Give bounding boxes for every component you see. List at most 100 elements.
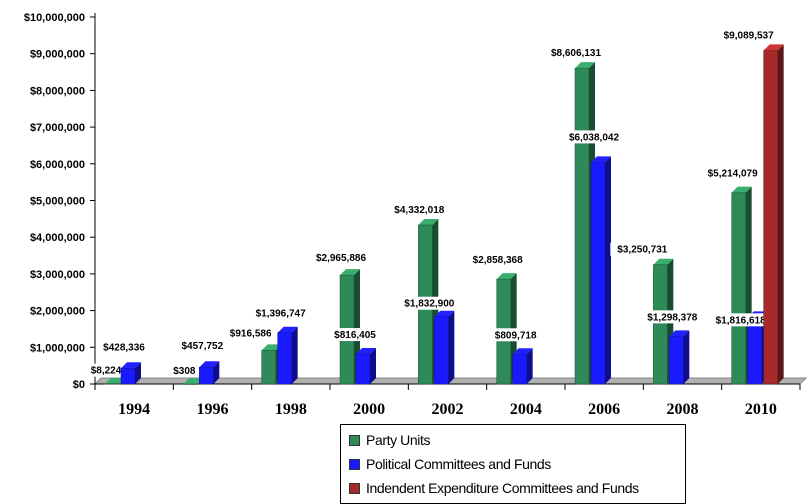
bar-1994-s0: [104, 383, 120, 385]
bar-2004-s1-side: [526, 348, 533, 384]
bar-1996-s1-top: [199, 361, 220, 368]
bar-2008-s0: [653, 264, 668, 385]
x-tick-label: 2010: [745, 401, 777, 418]
data-label-1996-s1: $457,752: [181, 341, 223, 352]
bar-2010-s2-side: [777, 44, 784, 384]
bar-2010-s2: [763, 50, 778, 385]
bar-chart: $0 $1,000,000 $2,000,000 $3,000,000 $4,000,0…: [24, 12, 808, 418]
x-tick-label: 2006: [588, 401, 620, 418]
bar-1996-s0: [183, 383, 198, 385]
x-tick-label: 2004: [510, 401, 542, 418]
bar-1996-s1: [199, 366, 214, 385]
bar-1998-s1-top: [277, 326, 298, 333]
x-tick-label: 2002: [432, 401, 464, 418]
bar-2006-s0: [574, 67, 590, 385]
y-tick-label: $1,000,000: [30, 342, 85, 354]
bar-2004-s1-top: [512, 348, 533, 355]
data-label-1998-s0: $916,586: [230, 328, 272, 339]
data-label-bg: [716, 28, 781, 42]
data-label-bg: [309, 251, 373, 265]
bar-2010-s0-top: [731, 186, 752, 193]
bar-2000-s0-top: [340, 269, 360, 276]
bar-2006-s1: [590, 162, 606, 385]
x-tick-label: 1994: [118, 401, 150, 418]
x-tick-label: 1996: [197, 401, 229, 418]
y-tick-label: $4,000,000: [30, 232, 85, 244]
bar-2008-s0-top: [653, 258, 674, 265]
data-label-2002-s1: $1,832,900: [404, 299, 454, 310]
bar-2010-s0: [731, 192, 746, 385]
data-label-1994-s0: $8,224: [91, 366, 122, 377]
x-tick-label: 1998: [275, 401, 307, 418]
bar-1994-s1-side: [135, 362, 141, 384]
data-label-1994-s1: $428,336: [103, 342, 145, 353]
data-label-bg: [465, 253, 530, 267]
bar-1996-s0-top: [183, 377, 204, 384]
data-label-bg: [397, 296, 462, 310]
data-label-bg: [610, 242, 675, 256]
legend-item-political-committees: Political Committees and Funds: [349, 452, 685, 476]
y-tick-label: $8,000,000: [30, 85, 85, 97]
legend-label-independent-expenditure: Indendent Expenditure Committees and Fun…: [366, 480, 639, 496]
data-label-2006-s1: $6,038,042: [569, 132, 619, 143]
data-label-1998-s1: $1,396,747: [256, 309, 306, 320]
data-label-2010-s1: $1,816,618: [716, 315, 766, 326]
bar-2000-s1: [355, 353, 371, 385]
bar-2006-s1-top: [591, 156, 611, 163]
bar-2002-s1-side: [448, 310, 455, 384]
y-tick-label: $3,000,000: [30, 269, 85, 281]
data-label-2010-s2: $9,089,537: [724, 30, 774, 41]
bar-2002-s1: [434, 316, 449, 385]
bar-2008-s1-top: [669, 330, 690, 337]
data-label-bg: [224, 326, 277, 340]
data-label-bg: [708, 313, 773, 327]
data-label-bg: [640, 310, 705, 324]
bar-2006-s1-side: [605, 156, 611, 384]
data-label-2002-s0: $4,332,018: [394, 205, 444, 216]
bar-2000-s1-side: [370, 348, 376, 384]
legend-item-party-units: Party Units: [349, 428, 685, 452]
data-label-2008-s1: $1,298,378: [647, 312, 697, 323]
bar-1998-s1: [277, 332, 292, 385]
bar-2004-s0-top: [496, 273, 517, 280]
bar-2008-s1-side: [683, 330, 690, 384]
data-label-2006-s0: $8,606,131: [551, 48, 601, 59]
legend-label-party-units: Party Units: [366, 432, 431, 448]
bar-2006-s0-top: [575, 62, 595, 69]
bar-1998-s0: [261, 350, 276, 385]
bar-1994-s1-top: [121, 362, 141, 369]
data-label-2000-s0: $2,965,886: [316, 253, 366, 264]
bar-2010-s1: [747, 317, 762, 385]
data-label-bg: [328, 328, 382, 342]
data-label-2000-s1: $816,405: [334, 330, 376, 341]
data-label-1996-s0: $308: [173, 366, 196, 377]
y-tick-label: $9,000,000: [30, 49, 85, 61]
bar-1998-s0-top: [261, 344, 282, 351]
data-label-bg: [97, 340, 151, 354]
legend-label-political-committees: Political Committees and Funds: [366, 456, 551, 472]
data-label-2008-s0: $3,250,731: [617, 245, 667, 256]
y-tick-label: $5,000,000: [30, 196, 85, 208]
bar-2000-s1-top: [356, 348, 376, 355]
legend-swatch-party-units: [349, 434, 360, 446]
x-tick-label: 2008: [667, 401, 699, 418]
data-label-bg: [248, 306, 313, 320]
chart-legend: Party Units Political Committees and Fun…: [340, 424, 686, 504]
bar-2004-s1: [512, 354, 527, 385]
data-label-bg: [562, 130, 626, 144]
data-label-bg: [544, 46, 608, 60]
data-label-2004-s0: $2,858,368: [473, 255, 523, 266]
bar-2002-s1-top: [434, 310, 455, 317]
y-tick-label: $10,000,000: [24, 12, 85, 24]
bar-2010-s2-top: [763, 44, 784, 51]
legend-swatch-independent-expenditure: [349, 482, 360, 494]
data-label-2004-s1: $809,718: [495, 330, 537, 341]
legend-swatch-political-committees: [349, 458, 360, 470]
data-label-2010-s0: $5,214,079: [708, 169, 758, 180]
bar-1998-s1-side: [291, 326, 298, 384]
bar-1994-s0-top: [105, 377, 125, 384]
legend-item-independent-expenditure: Indendent Expenditure Committees and Fun…: [349, 476, 685, 500]
data-label-bg: [176, 339, 229, 353]
data-label-bg: [489, 328, 542, 342]
data-label-bg: [700, 166, 765, 180]
